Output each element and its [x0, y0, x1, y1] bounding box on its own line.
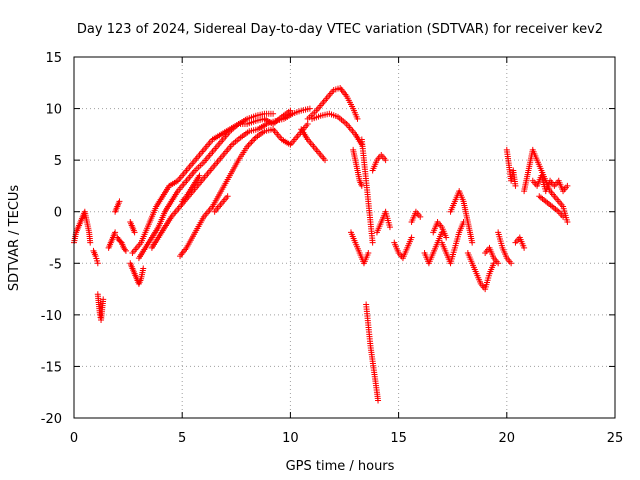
data-point-track	[347, 229, 372, 267]
data-point-track	[421, 229, 445, 267]
x-tick-label: 15	[390, 431, 407, 446]
data-point-track	[529, 172, 571, 195]
x-tick-label: 20	[499, 431, 516, 446]
data-point-track	[177, 121, 311, 260]
data-point-track	[211, 193, 231, 215]
data-point-track	[298, 126, 329, 164]
y-tick-label: -15	[41, 360, 62, 375]
data-point-track	[512, 234, 528, 251]
x-tick-label: 0	[70, 431, 78, 446]
data-point-track	[358, 136, 376, 246]
data-point-track	[363, 301, 382, 404]
data-point-track	[495, 229, 515, 267]
data-point-track	[369, 151, 389, 174]
data-point-track	[503, 146, 519, 189]
y-tick-label: -5	[49, 257, 62, 272]
data-point-track	[127, 260, 147, 287]
data-point-track	[94, 291, 107, 324]
y-tick-label: 10	[45, 103, 62, 118]
data-point-track	[112, 198, 123, 215]
x-tick-label: 25	[607, 431, 624, 446]
x-tick-label: 5	[178, 431, 186, 446]
x-axis-label: GPS time / hours	[286, 459, 395, 474]
data-point-track	[114, 234, 129, 254]
data-point-track	[408, 208, 424, 226]
data-point-track	[148, 105, 313, 251]
y-tick-label: 15	[45, 51, 62, 66]
chart-title: Day 123 of 2024, Sidereal Day-to-day VTE…	[77, 22, 603, 37]
y-tick-label: 0	[54, 206, 62, 221]
y-tick-label: 5	[54, 154, 62, 169]
data-point-track	[127, 219, 138, 236]
data-point-track	[350, 146, 365, 189]
y-tick-label: -10	[41, 309, 62, 324]
x-axis-ticks: 0 5 10 15 20 25	[70, 57, 623, 446]
data-point-track	[373, 208, 393, 236]
data-point-track	[179, 172, 203, 205]
y-axis-label: SDTVAR / TECUs	[7, 185, 22, 292]
data-point-track	[438, 219, 467, 267]
data-point-track	[430, 219, 450, 241]
data-point-track	[304, 84, 361, 122]
data-point-track	[447, 188, 476, 246]
data-point-track	[90, 247, 101, 267]
y-tick-label: -20	[41, 412, 62, 427]
data-point-track	[536, 193, 567, 220]
plot-frame	[73, 56, 616, 419]
x-tick-label: 10	[282, 431, 299, 446]
data-point-track	[482, 244, 502, 267]
data-point-track	[464, 249, 497, 293]
data-point-track	[309, 110, 365, 148]
y-axis-ticks: -20 -15 -10 -5 0 5 10 15	[41, 51, 615, 427]
data-point-track	[391, 234, 415, 262]
data-points	[71, 84, 571, 404]
data-point-track	[105, 229, 119, 251]
